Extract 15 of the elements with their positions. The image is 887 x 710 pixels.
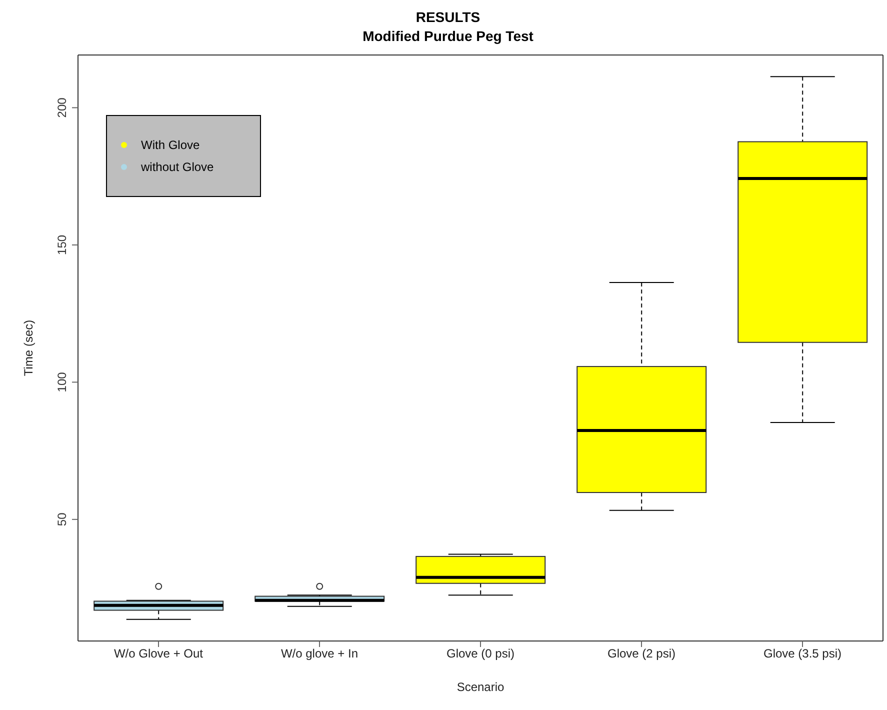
y-tick-label: 50	[55, 512, 69, 526]
legend-label: without Glove	[141, 160, 214, 174]
x-tick-label: Glove (3.5 psi)	[763, 646, 842, 661]
y-tick-label: 100	[55, 372, 69, 392]
chart-title: RESULTS	[414, 8, 482, 27]
x-axis-title: Scenario	[456, 680, 504, 694]
y-tick-label: 200	[55, 97, 69, 118]
legend-label: With Glove	[141, 138, 200, 152]
y-axis-title: Time (sec)	[21, 320, 36, 376]
x-tick-label: Glove (0 psi)	[446, 646, 515, 661]
x-tick-label: W/o Glove + Out	[114, 646, 204, 661]
x-tick-label: W/o glove + In	[280, 646, 358, 661]
y-tick-label: 150	[55, 234, 69, 255]
x-tick-label: Glove (2 psi)	[607, 646, 676, 661]
chart-subtitle: Modified Purdue Peg Test	[362, 27, 534, 46]
